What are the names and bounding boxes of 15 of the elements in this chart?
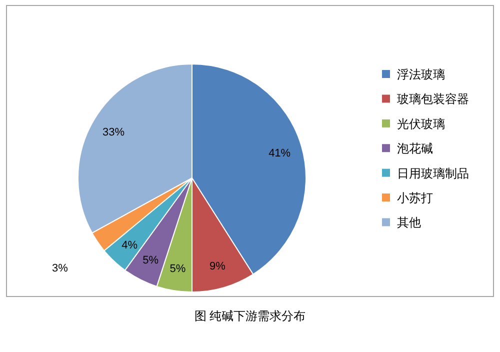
legend-label: 其他	[397, 216, 421, 230]
data-label: 9%	[209, 260, 226, 273]
data-label: 33%	[102, 126, 125, 139]
data-label: 5%	[142, 254, 159, 266]
text: 图 纯碱下游需求分布	[194, 309, 306, 323]
legend-label: 小苏打	[397, 191, 433, 205]
data-label: 3%	[52, 262, 68, 275]
data-label: 5%	[170, 263, 186, 276]
legend-label: 泡花碱	[397, 142, 433, 156]
data-label: 4%	[122, 239, 138, 252]
legend-label: 光伏玻璃	[397, 116, 445, 131]
legend-label: 玻璃包装容器	[397, 92, 469, 106]
legend-label: 日用玻璃制品	[397, 166, 469, 180]
legend-label: 浮法玻璃	[397, 68, 445, 82]
data-label: 41%	[268, 148, 291, 160]
